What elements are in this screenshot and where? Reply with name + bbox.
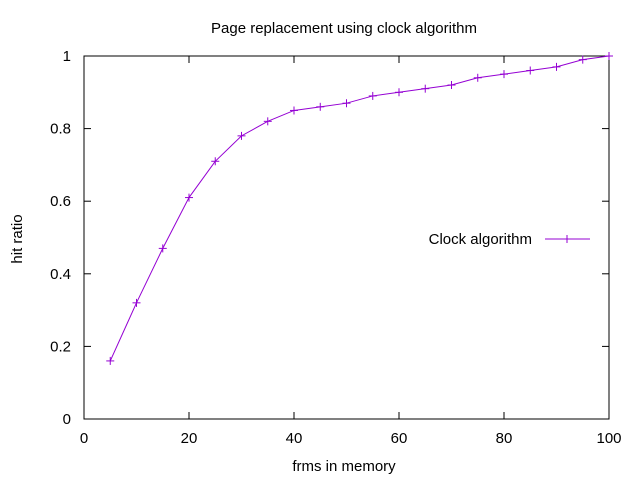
x-tick-label: 0 [80, 430, 88, 447]
y-axis-ticks: 0 0.2 0.4 0.6 0.8 1 [50, 48, 609, 428]
data-point [158, 244, 167, 253]
x-tick-label: 40 [286, 430, 303, 447]
data-point [395, 88, 403, 97]
x-tick-label: 100 [596, 430, 621, 447]
data-point [106, 356, 115, 365]
axis-frame [83, 55, 610, 420]
series-line [109, 55, 610, 362]
data-point [578, 55, 587, 64]
data-point [526, 66, 535, 75]
x-tick-label: 80 [496, 430, 513, 447]
data-point [473, 73, 482, 82]
data-point [342, 99, 351, 108]
y-tick-label: 0.8 [50, 121, 71, 138]
y-tick-label: 1 [63, 48, 71, 65]
plot-border [83, 55, 610, 420]
data-point [211, 157, 220, 166]
data-point [421, 84, 430, 93]
data-point [290, 106, 298, 115]
data-point [447, 81, 456, 90]
data-point [605, 52, 613, 60]
legend-label: Clock algorithm [429, 231, 532, 248]
data-point [500, 70, 508, 79]
x-tick-label: 20 [181, 430, 198, 447]
x-tick-label: 60 [391, 430, 408, 447]
y-tick-label: 0 [63, 411, 71, 428]
data-point [316, 102, 325, 111]
data-point [552, 62, 561, 71]
y-tick-label: 0.4 [50, 266, 71, 283]
series-group [106, 52, 613, 365]
data-point [237, 131, 246, 140]
data-point [132, 298, 141, 307]
data-point [263, 117, 272, 126]
y-tick-label: 0.6 [50, 193, 71, 210]
y-tick-label: 0.2 [50, 338, 71, 355]
x-axis-ticks: 0 20 40 60 80 100 [80, 56, 622, 447]
legend: Clock algorithm [429, 231, 590, 248]
data-point [368, 91, 377, 100]
x-axis-label: frms in memory [292, 458, 396, 475]
chart-title: Page replacement using clock algorithm [211, 20, 477, 37]
data-point [185, 193, 193, 202]
y-axis-label: hit ratio [9, 214, 26, 263]
